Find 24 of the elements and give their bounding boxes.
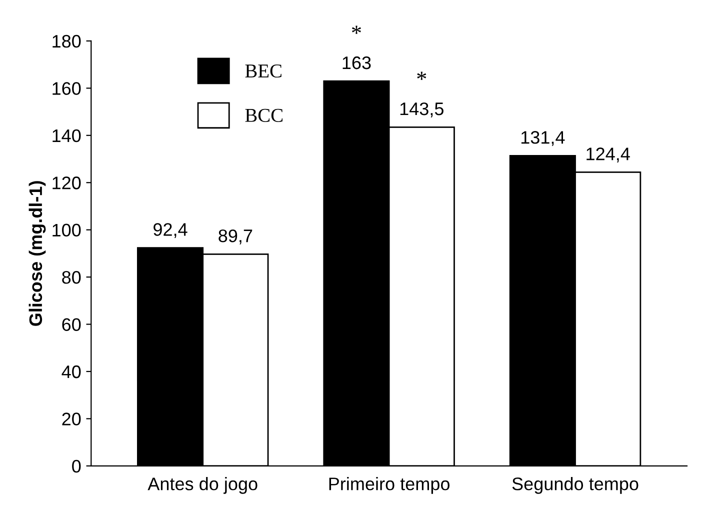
y-tick-label: 40 — [62, 365, 81, 378]
y-axis-title: Glicose (mg.dl-1) — [28, 181, 46, 326]
data-label: 89,7 — [218, 229, 252, 244]
annotation: * — [417, 72, 426, 80]
y-tick-label: 60 — [62, 318, 81, 331]
y-tick-label: 20 — [62, 412, 81, 426]
x-tick-label: Segundo tempo — [512, 477, 638, 494]
y-tick-label: 100 — [52, 224, 81, 237]
data-label: 163 — [342, 56, 371, 70]
data-label: 92,4 — [154, 223, 188, 238]
legend-label: BCC — [245, 108, 283, 122]
legend-label: BEC — [245, 64, 282, 78]
x-tick-label: Primeiro tempo — [329, 477, 450, 494]
y-tick-label: 120 — [52, 176, 81, 190]
data-label: 124,4 — [586, 148, 630, 162]
annotation: * — [352, 26, 361, 34]
data-label: 131,4 — [521, 131, 565, 146]
data-label: 143,5 — [400, 102, 444, 118]
x-tick-label: Antes do jogo — [148, 477, 258, 494]
y-tick-label: 180 — [52, 34, 81, 48]
y-tick-label: 80 — [62, 270, 81, 284]
y-tick-label: 140 — [52, 129, 81, 142]
y-tick-label: 160 — [52, 82, 81, 95]
y-tick-label: 0 — [72, 460, 81, 473]
